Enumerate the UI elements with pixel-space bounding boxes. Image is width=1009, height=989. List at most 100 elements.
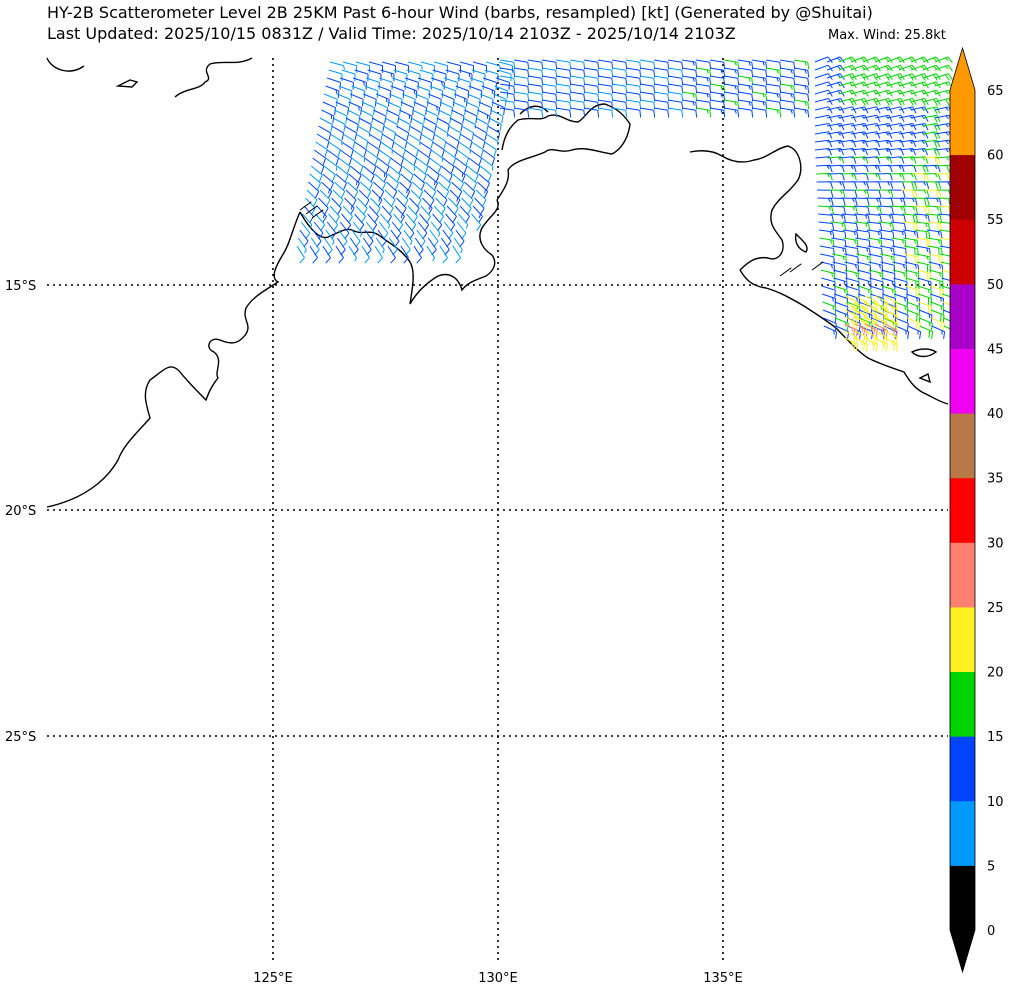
wind-barb [428,93,442,107]
colorbar-tick-label: 40 [987,407,1004,422]
wind-barb [433,61,449,73]
wind-barb [928,269,944,281]
wind-barb [842,221,859,231]
wind-barb [377,157,390,174]
wind-barb [399,181,411,199]
wind-barb [892,253,907,265]
wind-barb [375,165,388,182]
wind-barb [461,197,472,215]
wind-barb [835,325,850,339]
wind-barb [362,165,375,182]
wind-barb [472,133,486,149]
wind-barb [844,316,858,331]
wind-barb [880,269,896,281]
wind-barb [432,69,447,82]
wind-barb [856,253,871,265]
wind-barb [321,109,335,124]
wind-barb [868,269,884,281]
wind-barb [368,205,379,223]
colorbar-segment [950,219,975,285]
wind-barb [358,117,372,132]
wind-barb [919,325,934,339]
wind-barb [325,157,338,171]
wind-barb [475,189,487,207]
colorbar-tick-label: 60 [987,149,1004,164]
colorbar-tick-label: 50 [987,278,1004,293]
wind-barb [477,181,489,199]
wind-barb [347,109,361,124]
wind-barb [393,213,404,232]
wind-barb [438,181,450,199]
wind-barb [924,189,942,198]
wind-barb [384,189,396,207]
wind-barb [838,64,857,72]
wind-barb [456,221,467,240]
wind-barb [365,221,376,240]
wind-barb [878,221,895,231]
wind-barb [886,114,905,122]
wind-barb [400,245,409,264]
wind-barbs [296,56,958,352]
wind-barb [357,125,371,137]
lat-label-15s: 15°S [5,279,36,294]
wind-barb [387,245,396,264]
wind-barb [842,213,858,223]
wind-barb [874,337,888,352]
wind-barb [381,61,397,73]
wind-barb [905,277,920,290]
wind-barb [910,114,929,122]
wind-barb [430,221,441,237]
wind-barb [373,109,387,124]
wind-barb [898,114,917,122]
wind-barb [850,98,869,106]
wind-barb [844,261,860,273]
wind-barb [864,173,881,181]
wind-barb [826,114,845,122]
wind-barb [818,221,835,231]
wind-barb [432,213,443,232]
wind-barb [814,98,833,106]
wind-barb [841,197,858,206]
wind-barb [826,64,845,72]
wind-barb [377,229,387,248]
wind-barb [452,245,461,264]
wind-barb [498,61,514,73]
wind-barb [889,197,906,206]
coastline [46,57,949,508]
wind-barb [751,107,768,118]
wind-barb [793,107,810,118]
wind-barb [334,109,348,124]
wind-barb [448,197,459,215]
wind-barb [368,133,382,149]
wind-barb [485,133,499,146]
wind-barb [334,181,346,199]
wind-barb [390,157,403,174]
wind-barb [472,205,483,223]
wind-barb [895,317,909,331]
colorbar-outline [949,46,976,974]
wind-barb [348,173,360,190]
wind-barb [350,93,364,107]
wind-barb [433,205,444,223]
wind-barb [432,141,445,157]
wind-barb [852,181,870,189]
wind-barb [862,98,881,106]
wind-barb [844,323,858,338]
wind-barb [844,330,858,345]
wind-barb [884,337,898,352]
wind-barb [468,157,481,174]
wind-barb [916,253,931,265]
wind-barb [931,317,945,331]
wind-barb [916,261,932,273]
wind-barb [737,107,754,118]
wind-barb [375,237,385,254]
wind-barb [354,69,369,82]
wind-barb [397,117,411,132]
wind-barb [478,101,493,115]
wind-barb [484,69,499,82]
colorbar-segment [950,348,975,414]
colorbar-tick-label: 45 [987,342,1004,357]
wind-barb [907,317,921,331]
wind-barb [914,213,930,223]
wind-barb [339,221,350,240]
